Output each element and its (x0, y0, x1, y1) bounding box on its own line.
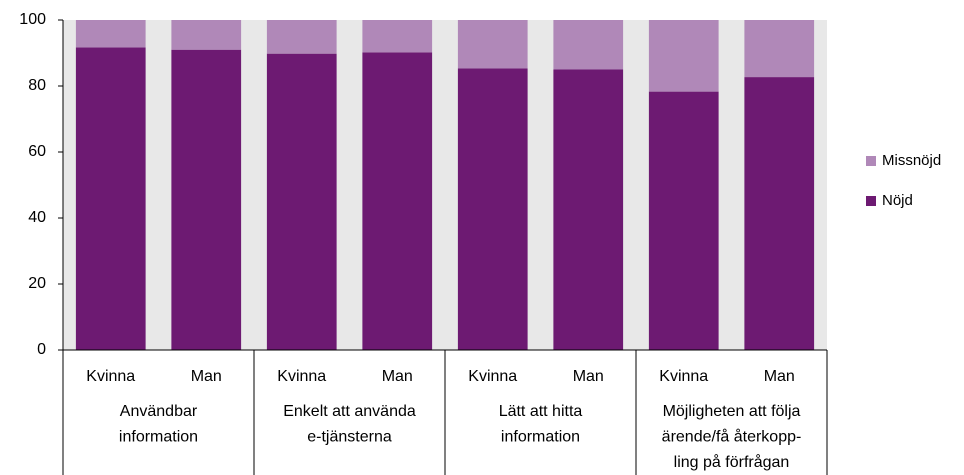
legend-label: Missnöjd (882, 152, 941, 169)
y-tick-label: 40 (28, 209, 46, 226)
x-tick-label: Kvinna (659, 368, 708, 385)
x-tick-label: Man (573, 368, 604, 385)
bar-segment (171, 49, 242, 350)
y-tick-label: 20 (28, 275, 46, 292)
bar-segment (744, 77, 815, 350)
y-tick-label: 80 (28, 77, 46, 94)
bar-segment (75, 47, 146, 350)
bar-segment (744, 20, 815, 78)
x-tick-label: Kvinna (277, 368, 326, 385)
group-label: Användbar (120, 403, 198, 420)
y-tick-label: 60 (28, 143, 46, 160)
bar-segment (266, 53, 337, 350)
bar-segment (648, 91, 719, 351)
y-tick-label: 100 (19, 11, 46, 28)
bar-segment (171, 20, 242, 50)
group-label: Lätt att hitta (499, 403, 583, 420)
group-label: ärende/få återkopp- (662, 428, 802, 446)
x-tick-label: Kvinna (468, 368, 517, 385)
x-tick-label: Man (764, 368, 795, 385)
bar-segment (362, 52, 433, 351)
bar-segment (457, 20, 528, 69)
bar-segment (75, 20, 146, 48)
bar-segment (553, 69, 624, 350)
y-tick-label: 0 (37, 341, 46, 358)
x-tick-label: Man (191, 368, 222, 385)
group-label: information (119, 429, 198, 446)
group-label: Enkelt att använda (283, 403, 416, 420)
bar-segment (362, 20, 433, 53)
x-tick-label: Kvinna (86, 368, 135, 385)
legend-swatch (866, 156, 876, 166)
group-label: Möjligheten att följa (663, 403, 801, 420)
bar-segment (648, 20, 719, 92)
legend-swatch (866, 196, 876, 206)
x-tick-label: Man (382, 368, 413, 385)
bar-segment (266, 20, 337, 54)
legend-label: Nöjd (882, 192, 913, 209)
bar-segment (457, 68, 528, 350)
bar-segment (553, 20, 624, 70)
group-label: ling på förfrågan (674, 453, 790, 471)
group-label: information (501, 429, 580, 446)
group-label: e-tjänsterna (307, 429, 392, 446)
